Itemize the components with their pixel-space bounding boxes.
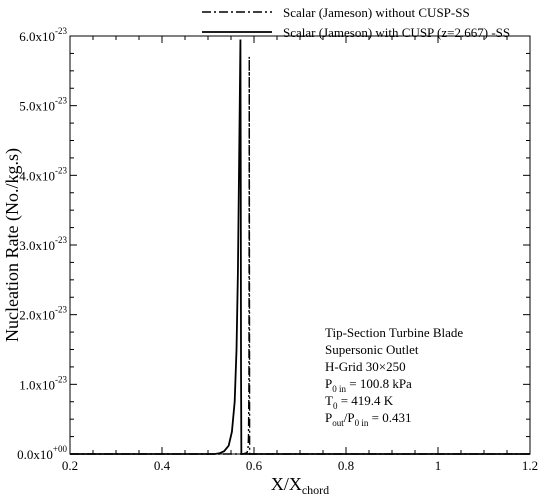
annotation-line-3: H-Grid 30×250: [325, 359, 406, 374]
y-tick-label: 6.0x10-23: [19, 26, 67, 44]
annotation-line-6: Pout/P0 in = 0.431: [325, 410, 411, 428]
x-tick-label: 0.4: [154, 458, 171, 473]
y-tick-label: 1.0x10-23: [19, 374, 67, 392]
y-tick-label: 5.0x10-23: [19, 96, 67, 114]
annotation-box: Tip-Section Turbine Blade Supersonic Outl…: [325, 325, 463, 428]
series-lines: [70, 39, 530, 455]
legend-label-2: Scalar (Jameson) with CUSP (z=2.667) -SS: [283, 25, 510, 40]
y-tick-label: 2.0x10-23: [19, 305, 67, 323]
annotation-line-4: P0 in = 100.8 kPa: [325, 376, 412, 394]
series-line-2: [70, 39, 530, 455]
x-axis-title-sub: chord: [302, 483, 329, 497]
y-tick-label: 0.0x10+00: [17, 444, 67, 462]
series-line-1: [70, 56, 530, 455]
legend: Scalar (Jameson) without CUSP-SS Scalar (…: [202, 5, 510, 40]
annotation-line-5: T0 = 419.4 K: [325, 393, 394, 411]
x-tick-label: 0.6: [246, 458, 263, 473]
y-tick-label: 3.0x10-23: [19, 235, 67, 253]
legend-label-1: Scalar (Jameson) without CUSP-SS: [283, 5, 470, 20]
axis-ticks: [69, 35, 531, 455]
x-axis-title: X/Xchord: [271, 474, 329, 497]
x-axis-title-main: X/X: [271, 474, 302, 494]
y-axis-title: Nucleation Rate (No./kg.s): [2, 148, 23, 342]
annotation-line-1: Tip-Section Turbine Blade: [325, 325, 463, 340]
x-tick-label: 0.8: [338, 458, 354, 473]
annotation-line-2: Supersonic Outlet: [325, 342, 419, 357]
plot-frame: [69, 35, 531, 455]
x-tick-label: 1: [435, 458, 442, 473]
axis-tick-labels: 0.2 0.4 0.6 0.8 1 1.2 0.0x10+00 1.0x10-23 2.0x10…: [17, 26, 538, 473]
x-tick-label: 1.2: [522, 458, 538, 473]
x-tick-label: 0.2: [62, 458, 78, 473]
y-tick-label: 4.0x10-23: [19, 165, 67, 183]
